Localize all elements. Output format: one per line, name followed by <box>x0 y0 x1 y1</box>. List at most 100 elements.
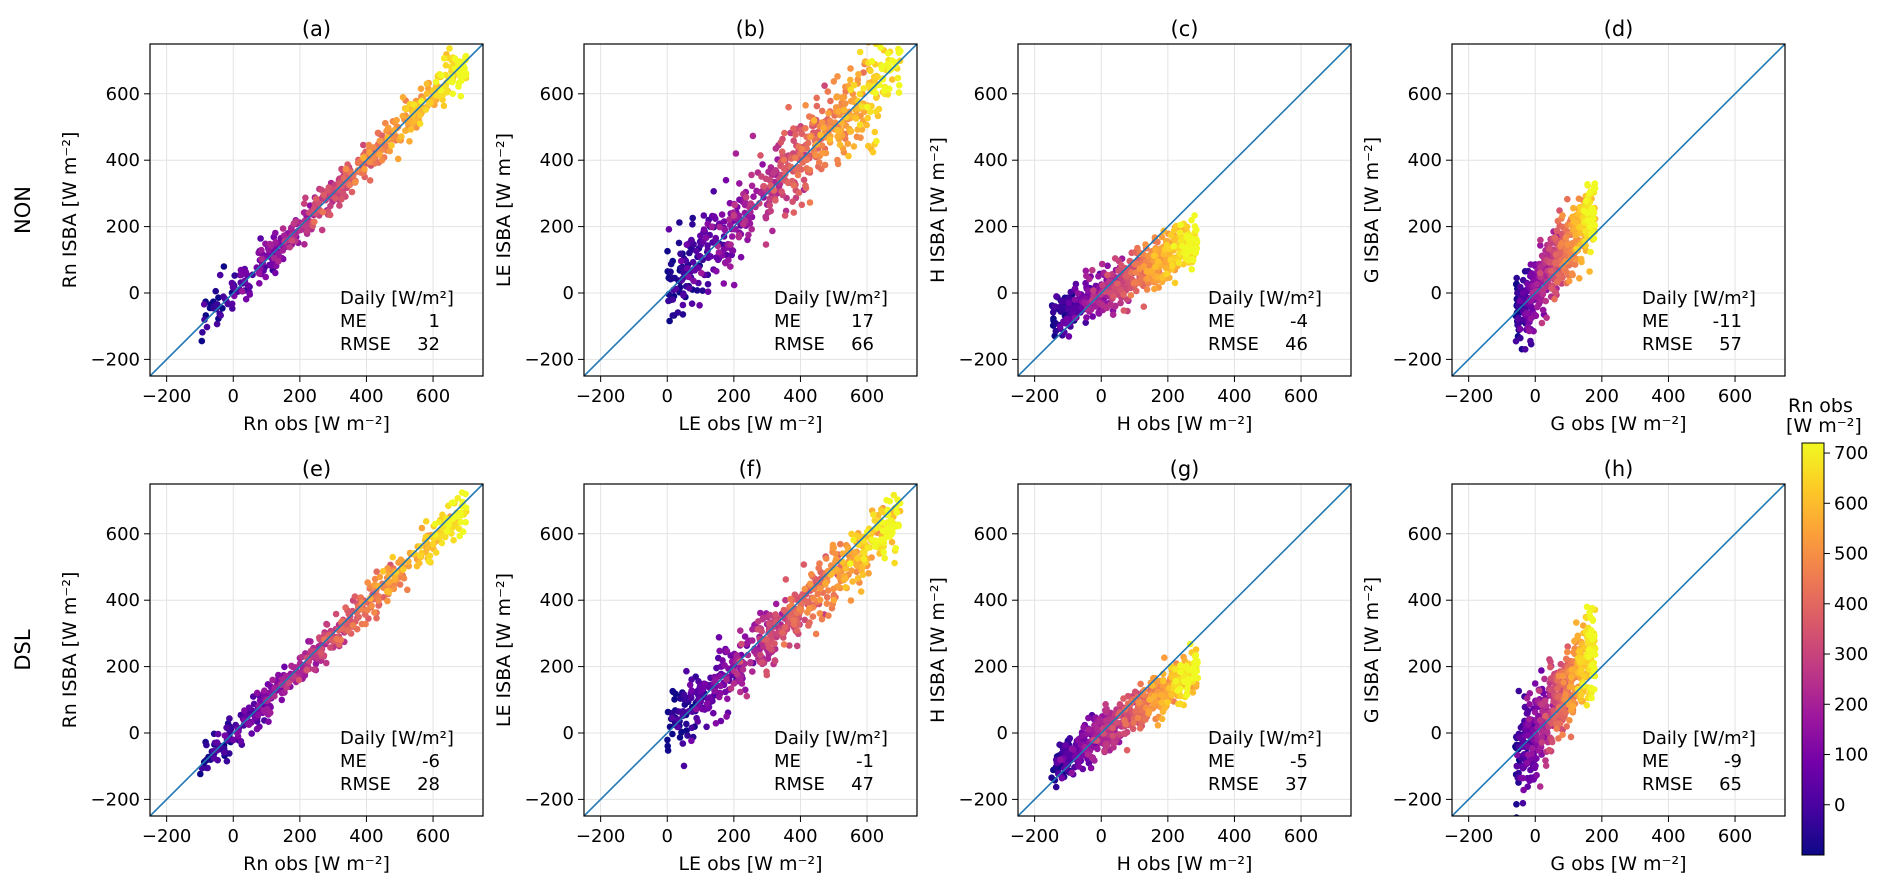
data-point <box>884 50 892 57</box>
panel-h-stats-rmse-label: RMSE <box>1642 774 1693 795</box>
panel-c-frame <box>1017 43 1352 377</box>
data-point <box>841 575 849 582</box>
data-point <box>399 112 407 120</box>
data-point <box>343 617 351 625</box>
data-point <box>790 137 797 144</box>
data-point <box>1547 663 1554 671</box>
panel-h-stats-me-value: -9 <box>1724 751 1742 772</box>
colorbar-tick-label: 0 <box>1834 795 1845 816</box>
panel-f-xtick-label: 200 <box>717 826 751 847</box>
data-point <box>275 671 282 679</box>
data-point <box>832 550 839 558</box>
panel-b-xtick-label: 200 <box>717 386 751 407</box>
data-point <box>1084 287 1092 295</box>
panel-e-stats-me-label: ME <box>340 751 367 772</box>
data-point <box>231 272 238 279</box>
data-point <box>683 241 691 248</box>
data-point <box>1559 731 1566 738</box>
data-point <box>204 764 211 772</box>
data-point <box>1575 195 1583 202</box>
data-point <box>1519 774 1527 782</box>
data-point <box>1524 751 1532 758</box>
data-point <box>384 134 392 141</box>
panel-c-stats-rmse-value: 46 <box>1285 334 1308 355</box>
data-point <box>1547 658 1554 666</box>
data-point <box>423 90 431 97</box>
data-point <box>723 647 731 655</box>
data-point <box>1049 309 1057 316</box>
data-point <box>1527 337 1534 345</box>
data-point <box>1098 301 1106 309</box>
colorbar-tick-label: 100 <box>1834 745 1868 766</box>
data-point <box>1524 732 1532 739</box>
data-point <box>317 650 325 657</box>
panel-f-ytick-label: 600 <box>540 524 574 545</box>
data-point <box>772 611 779 618</box>
data-point <box>286 243 294 251</box>
data-point <box>1093 721 1100 728</box>
data-point <box>1580 622 1587 629</box>
panel-c-stats-header: Daily [W/m²] <box>1208 288 1322 309</box>
data-point <box>754 625 762 633</box>
data-point <box>813 102 821 110</box>
data-point <box>757 609 764 617</box>
data-point <box>1162 264 1170 272</box>
data-point <box>398 133 405 140</box>
panel-e-xtick-label: 600 <box>416 826 450 847</box>
data-point <box>1551 295 1558 303</box>
data-point <box>886 67 893 74</box>
data-point <box>449 515 457 523</box>
data-point <box>785 103 792 111</box>
data-point <box>833 94 840 101</box>
data-point <box>1574 634 1581 641</box>
panel-h-title: (h) <box>1604 457 1634 481</box>
panel-d-xtick-label: 0 <box>1530 386 1541 407</box>
row-label-dsl: DSL <box>11 629 35 671</box>
data-point <box>844 548 852 555</box>
data-point <box>792 131 799 138</box>
data-point <box>858 103 866 110</box>
data-point <box>302 222 310 230</box>
data-point <box>834 73 841 80</box>
data-point <box>804 139 812 147</box>
data-point <box>461 65 468 72</box>
data-point <box>1094 726 1101 733</box>
data-point <box>1107 301 1115 309</box>
panel-h-xtick-label: 600 <box>1718 826 1752 847</box>
data-point <box>1542 757 1549 764</box>
data-point <box>800 176 808 184</box>
data-point <box>332 610 340 618</box>
data-point <box>1066 735 1074 742</box>
data-point <box>893 509 901 516</box>
panel-f-stats-me-label: ME <box>774 751 801 772</box>
data-point <box>1526 701 1533 708</box>
data-point <box>798 146 806 153</box>
data-point <box>748 182 756 190</box>
data-point <box>439 96 446 103</box>
data-point <box>1533 755 1540 762</box>
data-point <box>713 267 720 275</box>
panel-a-ytick-label: −200 <box>91 349 140 370</box>
data-point <box>391 126 398 134</box>
data-point <box>378 157 386 164</box>
data-point <box>821 82 828 89</box>
data-point <box>806 166 814 174</box>
data-point <box>1136 725 1144 732</box>
data-point <box>1536 269 1544 277</box>
data-point <box>245 721 253 728</box>
data-point <box>762 241 770 248</box>
data-point <box>711 687 719 694</box>
data-point <box>1513 763 1521 770</box>
data-point <box>281 663 288 671</box>
data-point <box>717 682 724 690</box>
data-point <box>882 534 890 541</box>
data-point <box>818 142 826 149</box>
data-point <box>840 106 848 114</box>
data-point <box>669 312 676 319</box>
data-point <box>863 528 871 536</box>
data-point <box>303 654 311 662</box>
data-point <box>1568 270 1576 277</box>
data-point <box>1177 668 1184 676</box>
data-point <box>717 717 725 725</box>
data-point <box>399 94 407 101</box>
